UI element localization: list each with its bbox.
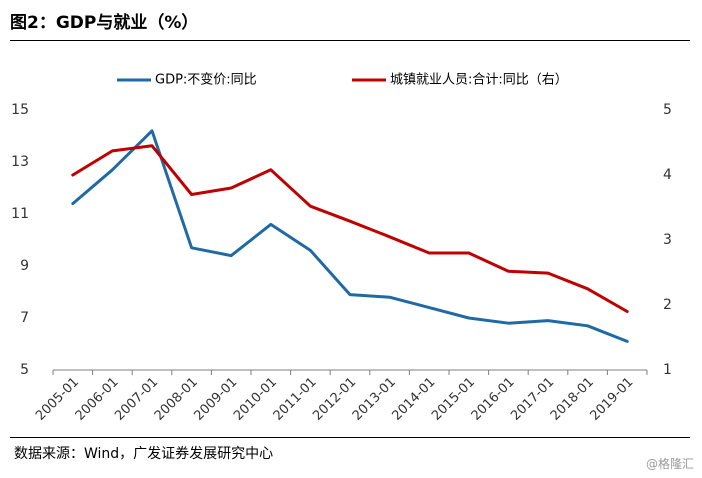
right-y-tick-label: 4: [663, 167, 672, 183]
right-y-tick-label: 1: [663, 362, 672, 378]
bottom-rule: [10, 437, 690, 438]
legend-label: GDP:不变价:同比: [155, 72, 257, 88]
left-y-tick-label: 9: [20, 258, 29, 274]
employment-series-line: [71, 144, 629, 313]
left-y-tick-label: 13: [11, 154, 29, 170]
axes: 2005-012006-012007-012008-012009-012010-…: [11, 102, 672, 424]
chart-title: 图2：GDP与就业（%）: [10, 13, 199, 33]
right-y-tick-label: 5: [663, 102, 672, 118]
left-y-tick-label: 11: [11, 206, 29, 222]
right-y-tick-label: 2: [663, 297, 672, 313]
legend: GDP:不变价:同比 城镇就业人员:合计:同比（右）: [117, 72, 568, 88]
gdp-series-line: [71, 129, 629, 343]
legend-label: 城镇就业人员:合计:同比（右）: [390, 73, 568, 88]
top-rule: [10, 40, 690, 41]
right-y-tick-label: 3: [663, 232, 672, 248]
watermark: @格隆汇: [645, 457, 694, 471]
x-tick-label: 2019-01: [587, 375, 636, 424]
left-y-tick-label: 5: [20, 362, 29, 378]
source-note: 数据来源：Wind，广发证券发展研究中心: [14, 446, 274, 462]
series-lines: [71, 129, 629, 343]
dual-axis-line-chart: GDP:不变价:同比 城镇就业人员:合计:同比（右） 2005-012006-01…: [11, 72, 672, 424]
left-y-tick-label: 7: [20, 310, 29, 326]
left-y-tick-label: 15: [11, 102, 29, 118]
